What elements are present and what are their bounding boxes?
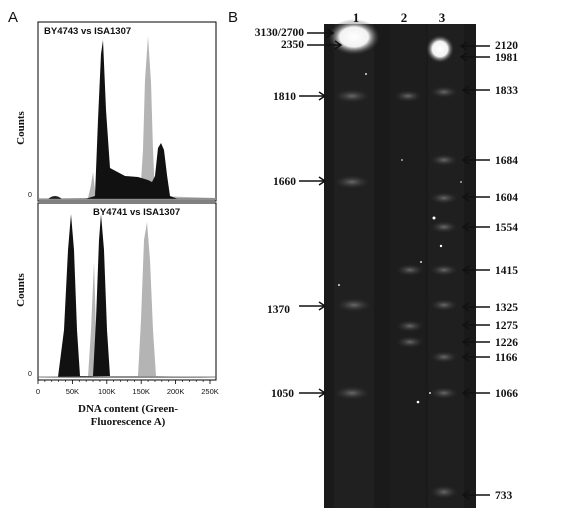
xlabel-line2: Fluorescence A) [91,416,166,428]
left-marker-arrow [299,91,327,101]
zero-label-bottom: 0 [28,371,32,378]
right-size-markers: 2120 1981 1833 1684 1604 1554 1415 1325 … [459,40,518,502]
gel-speck [365,73,367,75]
gel-band [430,485,458,499]
gel-band [430,192,458,204]
left-marker-arrow [307,28,335,38]
right-marker-arrow [461,85,490,95]
histogram-bottom: BY4741 vs ISA1307 Counts 0 0 50K 100K 150K 2… [15,202,219,396]
right-marker-label: 1226 [495,337,518,349]
left-marker-arrow [299,388,327,398]
gel-image [324,19,476,508]
right-marker-arrow [461,192,490,202]
gel-band [430,264,458,276]
x-tick-label: 0 [36,387,40,396]
right-marker-label: 1981 [495,52,518,64]
zero-label-top: 0 [28,192,32,199]
gel-speck [416,400,420,404]
gel-lane-stripe-1 [334,24,374,508]
gel-speck [429,392,431,394]
gel-band [396,336,424,348]
right-marker-label: 733 [495,490,513,502]
sample-series-bottom [58,214,110,377]
gel-speck [460,181,462,183]
panel-a: A BY4743 vs ISA1307 Counts 0 BY4741 vs I… [8,9,219,428]
lane-label-2: 2 [401,10,408,25]
lane-label-3: 3 [439,10,446,25]
panel-b: B [228,9,518,508]
left-marker-label: 3130/2700 [255,27,304,39]
lane-label-1: 1 [353,10,360,25]
right-marker-label: 1554 [495,222,518,234]
right-marker-arrow [461,352,490,362]
ylabel-bottom: Counts [15,272,27,306]
gel-band [430,351,458,363]
right-marker-label: 1166 [495,352,518,364]
histogram-top: BY4743 vs ISA1307 Counts 0 [15,21,217,202]
right-marker-arrow [459,52,490,62]
right-marker-label: 1325 [495,302,518,314]
gel-speck [439,244,443,248]
left-marker-arrow [299,176,327,186]
gel-band [430,154,458,166]
right-marker-label: 1275 [495,320,518,332]
x-axis: 0 50K 100K 150K 200K 250K [36,380,219,396]
left-marker-label: 1810 [273,91,296,103]
left-marker-arrow [299,301,327,311]
left-marker-label: 2350 [281,39,304,51]
right-marker-arrow [461,320,490,330]
gel-band-lane3-top [426,35,454,63]
gel-band [334,175,370,189]
right-marker-label: 1066 [495,388,518,400]
gel-band [396,264,424,276]
gel-band [430,221,458,233]
histogram-top-title: BY4743 vs ISA1307 [44,26,131,37]
left-marker-label: 1660 [273,176,296,188]
gel-speck [338,284,340,286]
right-marker-arrow [461,388,490,398]
gel-band [334,89,370,103]
histogram-bottom-title: BY4741 vs ISA1307 [93,207,180,218]
right-marker-arrow [461,265,490,275]
x-tick-label: 50K [66,387,79,396]
gel-band [396,320,424,332]
x-tick-label: 150K [132,387,150,396]
right-marker-arrow [461,155,490,165]
gel-speck [420,261,422,263]
right-marker-arrow [461,222,490,232]
sample-series-top [85,40,178,199]
right-marker-arrow [461,337,490,347]
background-hump-top [48,196,62,199]
gel-speck [401,159,403,161]
x-tick-label: 200K [167,387,185,396]
x-tick-label: 250K [201,387,219,396]
gel-band [430,86,458,98]
gel-speck [432,216,436,220]
right-marker-arrow [461,490,490,500]
right-marker-label: 1684 [495,155,518,167]
gel-band [336,298,372,312]
gel-band [334,386,370,400]
gel-band [394,90,422,102]
left-marker-arrow [307,40,343,50]
right-marker-arrow [459,41,490,51]
right-marker-label: 1833 [495,85,518,97]
left-marker-label: 1050 [271,388,294,400]
xlabel-line1: DNA content (Green- [78,403,178,415]
left-marker-label: 1370 [267,304,290,316]
left-size-markers: 3130/2700 2350 1810 1660 1370 1050 [255,27,343,400]
panel-b-label: B [228,9,238,26]
gel-band-lane1-top [328,19,380,55]
x-tick-label: 100K [98,387,116,396]
right-marker-label: 2120 [495,40,518,52]
gel-band [430,299,458,311]
panel-a-label: A [8,9,18,26]
right-marker-arrow [461,302,490,312]
right-marker-label: 1415 [495,265,518,277]
ylabel-top: Counts [15,110,27,144]
histogram-top-frame [37,21,217,202]
gel-band [430,387,458,399]
right-marker-label: 1604 [495,192,518,204]
